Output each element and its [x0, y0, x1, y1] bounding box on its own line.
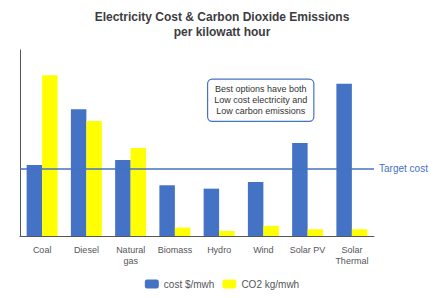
svg-text:per kilowatt hour: per kilowatt hour	[174, 25, 271, 39]
svg-text:cost $/mwh: cost $/mwh	[164, 279, 215, 290]
svg-text:Electricity Cost & Carbon Diox: Electricity Cost & Carbon Dioxide Emissi…	[95, 10, 350, 24]
svg-text:Wind: Wind	[253, 245, 274, 255]
svg-text:Target cost: Target cost	[379, 163, 428, 174]
svg-text:Solar PV: Solar PV	[290, 245, 326, 255]
svg-text:Natural: Natural	[116, 245, 145, 255]
svg-text:Best options have both: Best options have both	[215, 84, 307, 94]
svg-text:Low cost electricity and: Low cost electricity and	[214, 95, 307, 105]
svg-text:gas: gas	[123, 256, 138, 266]
svg-text:CO2 kg/mwh: CO2 kg/mwh	[241, 279, 299, 290]
svg-text:Diesel: Diesel	[74, 245, 99, 255]
svg-text:Thermal: Thermal	[335, 256, 368, 266]
svg-text:Hydro: Hydro	[207, 245, 231, 255]
svg-text:Coal: Coal	[33, 245, 52, 255]
svg-text:Solar: Solar	[341, 245, 362, 255]
svg-text:Biomass: Biomass	[158, 245, 193, 255]
svg-text:Low carbon emissions: Low carbon emissions	[216, 106, 306, 116]
